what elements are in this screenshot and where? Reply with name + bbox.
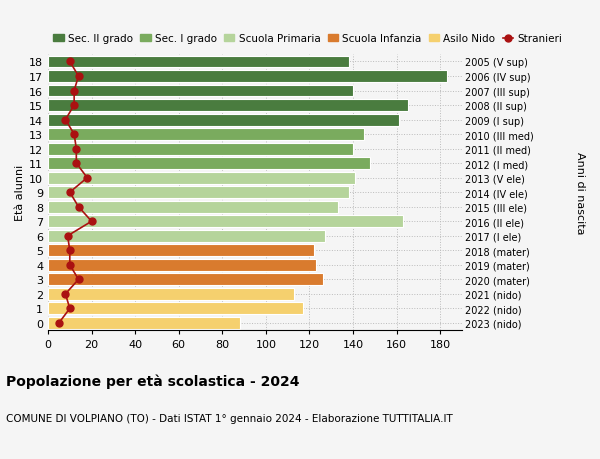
Text: COMUNE DI VOLPIANO (TO) - Dati ISTAT 1° gennaio 2024 - Elaborazione TUTTITALIA.I: COMUNE DI VOLPIANO (TO) - Dati ISTAT 1° … [6,413,453,423]
Bar [48,100,407,112]
Bar [48,303,303,315]
Bar [48,187,349,199]
Bar [48,114,399,126]
Text: Popolazione per età scolastica - 2024: Popolazione per età scolastica - 2024 [6,374,299,389]
Y-axis label: Anni di nascita: Anni di nascita [575,151,585,234]
Bar [48,158,370,170]
Bar [48,259,316,271]
Bar [48,129,364,141]
Bar [48,85,353,97]
Bar [48,288,294,300]
Bar [48,56,349,68]
Bar [48,202,338,213]
Bar [48,274,323,285]
Bar [48,172,355,184]
Bar [48,143,353,155]
Bar [48,230,325,242]
Legend: Sec. II grado, Sec. I grado, Scuola Primaria, Scuola Infanzia, Asilo Nido, Stran: Sec. II grado, Sec. I grado, Scuola Prim… [53,34,562,45]
Bar [48,71,447,83]
Bar [48,317,240,329]
Bar [48,245,314,257]
Y-axis label: Età alunni: Età alunni [15,165,25,221]
Bar [48,216,403,228]
